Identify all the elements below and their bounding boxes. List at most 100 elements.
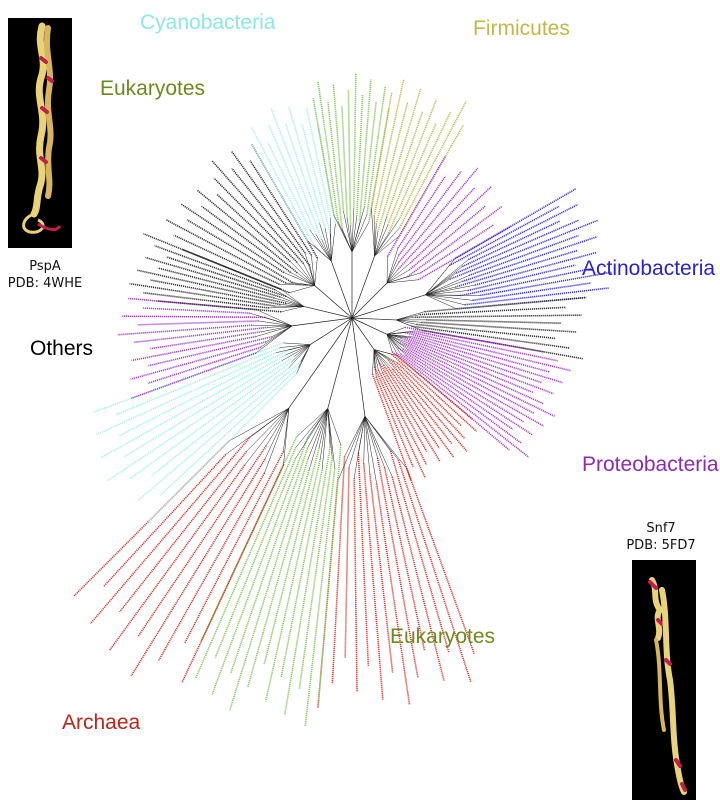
- subbranch: [281, 344, 311, 361]
- subbranch: [265, 407, 290, 446]
- leaf-label-line: [371, 373, 412, 481]
- leaf-label-line: [298, 457, 333, 690]
- leaf-label-line: [129, 282, 275, 307]
- clade-branch: [310, 317, 353, 345]
- snf7-name: Snf7: [646, 521, 676, 536]
- leaf-label-line: [373, 78, 405, 217]
- leaf-label-line: [130, 340, 267, 380]
- leaf-label-line: [462, 235, 598, 283]
- subbranch: [283, 272, 315, 286]
- subbranch: [271, 325, 293, 338]
- subbranch: [275, 344, 311, 354]
- leaf-label-line: [376, 457, 419, 678]
- leaf-label-line: [396, 362, 462, 427]
- leaf-label-line: [122, 359, 283, 459]
- leaf-label-line: [137, 445, 267, 638]
- subbranch: [343, 211, 353, 253]
- leaf-label-line: [180, 203, 285, 274]
- subbranch: [283, 408, 290, 465]
- subbranch: [395, 316, 416, 321]
- leaf-label-line: [407, 205, 503, 278]
- subbranch: [386, 334, 409, 344]
- subbranch: [372, 349, 375, 374]
- leaf-label-line: [148, 372, 298, 522]
- subbranch: [386, 334, 397, 354]
- subbranch: [292, 282, 315, 286]
- leaf-label-line: [147, 346, 262, 385]
- subbranch: [425, 259, 469, 296]
- leaf-label-line: [196, 189, 298, 274]
- snf7-structure-image: [632, 560, 696, 800]
- subbranch: [353, 416, 366, 479]
- leaf-label-line: [358, 79, 372, 224]
- subbranch: [279, 283, 315, 286]
- subbranch: [373, 349, 377, 377]
- clade-branch: [351, 317, 388, 335]
- leaf-label-line: [344, 467, 350, 658]
- leaf-label-line: [391, 476, 445, 681]
- clade-branch: [288, 317, 353, 409]
- subbranch: [350, 225, 353, 253]
- subbranch: [395, 319, 423, 331]
- subbranch: [364, 415, 407, 469]
- subbranch: [249, 312, 293, 327]
- leaf-label-line: [419, 223, 495, 274]
- subbranch: [255, 325, 293, 337]
- clade-branch: [351, 317, 366, 417]
- leaf-label-line: [467, 264, 576, 292]
- leaf-label-line: [403, 342, 555, 417]
- subbranch: [264, 408, 290, 460]
- subbranch: [279, 344, 311, 348]
- leaf-label-line: [150, 330, 262, 350]
- subbranch: [364, 416, 393, 477]
- subbranch: [425, 265, 450, 296]
- subbranch: [300, 344, 311, 362]
- leaf-label-line: [398, 111, 452, 220]
- subbranch: [374, 219, 400, 257]
- leaf-label-line: [157, 300, 282, 313]
- leaf-label-line: [405, 354, 514, 430]
- subbranch: [373, 349, 384, 366]
- leaf-label-line: [409, 186, 492, 264]
- subbranch: [351, 214, 368, 253]
- leaf-label-line: [270, 107, 323, 240]
- leaf-label-line: [143, 307, 250, 314]
- leaf-label-line: [468, 234, 579, 277]
- subbranch: [373, 349, 389, 368]
- leaf-label-line: [181, 464, 285, 683]
- subbranch: [425, 286, 456, 296]
- subbranch: [425, 294, 481, 296]
- leaf-label-line: [108, 464, 246, 651]
- subbranch: [386, 256, 388, 284]
- leaf-label-line: [317, 81, 339, 222]
- subbranch: [295, 408, 328, 448]
- subbranch: [313, 244, 332, 262]
- label-proteobacteria: Proteobacteria: [582, 453, 719, 476]
- leaf-label-line: [216, 194, 291, 263]
- subbranch: [330, 218, 332, 262]
- leaf-label-line: [284, 123, 321, 224]
- leaf-label-line: [280, 469, 323, 678]
- leaf-label-line: [387, 366, 455, 458]
- leaf-label-line: [382, 364, 441, 449]
- leaf-label-line: [332, 84, 345, 212]
- leaf-label-line: [455, 219, 579, 274]
- leaf-label-line: [353, 478, 358, 693]
- leaf-label-line: [150, 279, 281, 306]
- subbranch: [373, 349, 383, 373]
- leaf-label-line: [118, 349, 289, 437]
- label-eukaryotes-top: Eukaryotes: [100, 77, 206, 100]
- leaf-label-line: [267, 124, 317, 235]
- pspa-caption: PspA PDB: 4WHE: [0, 258, 90, 292]
- leaf-label-line: [408, 205, 487, 271]
- subbranch: [267, 325, 293, 328]
- subbranch: [252, 324, 293, 327]
- leaf-label-line: [117, 324, 253, 336]
- leaf-label-line: [130, 458, 266, 677]
- subbranch: [425, 266, 463, 296]
- subbranch: [425, 272, 457, 296]
- leaf-label-line: [251, 144, 309, 242]
- subbranch: [256, 309, 293, 327]
- subbranch: [318, 408, 329, 449]
